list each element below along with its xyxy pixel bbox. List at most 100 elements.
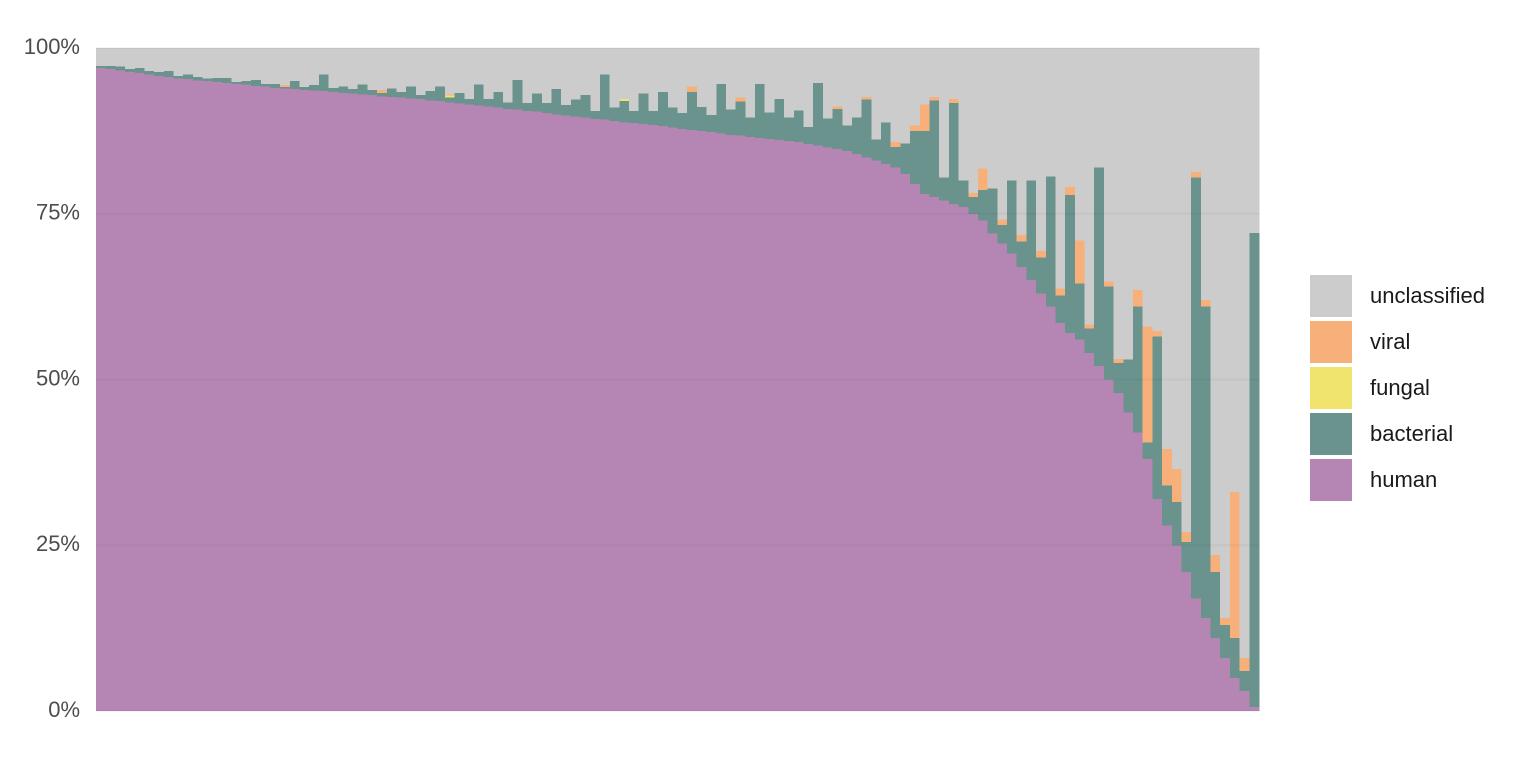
bar-segment xyxy=(1016,266,1027,711)
bar-segment xyxy=(890,146,901,168)
bar-segment xyxy=(929,48,940,98)
bar-segment xyxy=(251,85,262,711)
bar-segment xyxy=(483,106,494,712)
bar-segment xyxy=(1055,295,1066,324)
bar-segment xyxy=(454,93,465,104)
bar-segment xyxy=(570,99,581,117)
bar-segment xyxy=(900,48,911,144)
bar-segment xyxy=(832,48,843,107)
bar-segment xyxy=(687,130,698,711)
bar-segment xyxy=(347,48,359,90)
bar-segment xyxy=(1036,293,1047,711)
bar-segment xyxy=(871,160,882,711)
bar-segment xyxy=(1229,492,1241,639)
bar-segment xyxy=(1123,359,1134,413)
bar-segment xyxy=(551,48,562,90)
bar-segment xyxy=(755,48,766,84)
bar-segment xyxy=(706,114,717,133)
bar-segment xyxy=(105,69,116,711)
bar-segment xyxy=(406,98,417,711)
bar-segment xyxy=(919,48,930,105)
bar-segment xyxy=(968,48,979,194)
bar-segment xyxy=(1200,48,1211,300)
bar-segment xyxy=(725,134,737,711)
bar-segment xyxy=(832,108,843,149)
bar-segment xyxy=(1171,48,1182,470)
bar-segment xyxy=(522,48,533,104)
bar-segment xyxy=(183,74,194,80)
bar-segment xyxy=(454,48,465,94)
bar-segment xyxy=(793,48,804,111)
bar-segment xyxy=(551,114,562,712)
bar-segment xyxy=(386,88,397,98)
bar-segment xyxy=(706,48,717,115)
bar-segment xyxy=(716,83,727,134)
bar-segment xyxy=(793,142,804,711)
bar-segment xyxy=(1094,167,1105,367)
bar-segment xyxy=(881,48,892,123)
bar-segment xyxy=(1094,48,1105,168)
bar-segment xyxy=(1133,289,1144,307)
bar-segment xyxy=(687,86,698,92)
bar-segment xyxy=(784,48,795,118)
bar-segment xyxy=(1123,48,1134,360)
bar-segment xyxy=(1191,171,1202,178)
bar-segment xyxy=(1133,306,1144,433)
bar-segment xyxy=(241,48,252,82)
bar-segment xyxy=(280,88,291,712)
bar-segment xyxy=(968,213,979,711)
bar-segment xyxy=(1200,306,1211,619)
bar-segment xyxy=(134,48,145,68)
bar-segment xyxy=(415,95,426,100)
bar-segment xyxy=(1220,657,1231,711)
bar-segment xyxy=(1210,555,1221,572)
bar-segment xyxy=(541,103,552,113)
bar-segment xyxy=(1142,326,1153,443)
bar-segment xyxy=(813,83,824,146)
bar-segment xyxy=(958,207,969,711)
bar-segment xyxy=(648,110,659,125)
bar-segment xyxy=(832,148,843,711)
bar-segment xyxy=(1007,253,1018,711)
bar-segment xyxy=(241,81,252,85)
bar-segment xyxy=(154,71,165,76)
bar-segment xyxy=(910,48,921,126)
bar-segment xyxy=(1065,333,1076,711)
bar-segment xyxy=(667,48,678,108)
bar-segment xyxy=(144,71,155,75)
bar-segment xyxy=(910,125,921,131)
bar-segment xyxy=(1113,48,1124,359)
bar-segment xyxy=(1084,324,1095,329)
bar-segment xyxy=(1045,48,1056,177)
bar-segment xyxy=(629,48,640,111)
bar-segment xyxy=(658,91,669,127)
bar-segment xyxy=(1142,459,1153,711)
bar-segment xyxy=(1103,286,1115,380)
bar-segment xyxy=(929,100,940,198)
bar-segment xyxy=(658,126,669,711)
bar-segment xyxy=(997,243,1008,711)
bar-segment xyxy=(309,48,320,86)
bar-segment xyxy=(696,48,707,108)
bar-segment xyxy=(997,48,1008,220)
bar-segment xyxy=(493,48,504,92)
bar-segment xyxy=(154,75,165,711)
bar-segment xyxy=(1026,280,1037,711)
bar-segment xyxy=(1026,180,1037,281)
bar-segment xyxy=(1181,571,1192,711)
bar-segment xyxy=(347,93,359,711)
bar-segment xyxy=(115,70,126,712)
bar-segment xyxy=(851,48,863,118)
bar-segment xyxy=(1239,48,1250,658)
bar-segment xyxy=(415,99,426,711)
bar-segment xyxy=(619,48,630,100)
bar-segment xyxy=(1191,598,1202,711)
bar-segment xyxy=(1123,412,1134,711)
bar-segment xyxy=(173,75,184,79)
bar-segment xyxy=(532,93,543,112)
bar-segment xyxy=(1007,180,1018,254)
bar-segment xyxy=(289,48,300,82)
bar-segment xyxy=(299,87,310,90)
bar-segment xyxy=(280,85,291,88)
bar-segment xyxy=(910,130,921,184)
